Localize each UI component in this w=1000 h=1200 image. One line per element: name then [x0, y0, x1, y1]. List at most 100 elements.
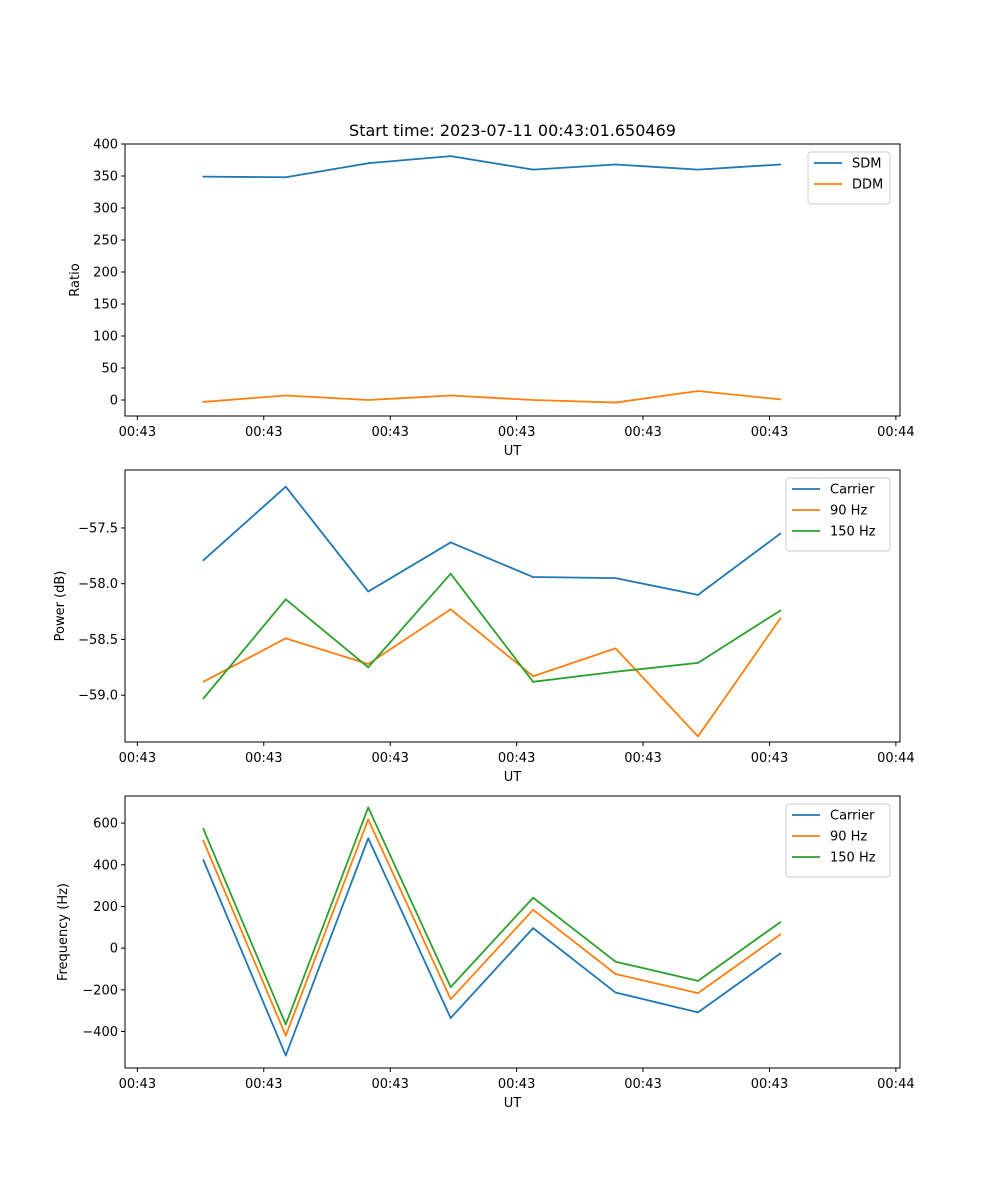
data-point-carrier	[367, 590, 370, 593]
data-point-150-hz	[779, 609, 782, 612]
x-tick-label: 00:43	[498, 425, 535, 440]
data-point-carrier	[697, 1011, 699, 1014]
data-point-90-hz	[697, 735, 699, 738]
data-point-carrier	[697, 593, 699, 596]
x-axis-label: UT	[504, 444, 522, 459]
data-point-carrier	[614, 991, 617, 994]
data-point-90-hz	[284, 637, 287, 640]
legend-label: DDM	[852, 178, 883, 193]
axes-frame	[124, 469, 901, 743]
x-tick-label: 00:43	[624, 425, 661, 440]
data-point-ddm	[367, 399, 370, 401]
x-tick-label: 00:43	[751, 425, 788, 440]
data-point-carrier	[614, 577, 617, 580]
data-point-carrier	[284, 485, 287, 488]
data-point-90-hz	[449, 608, 452, 611]
y-tick-label: 400	[93, 858, 118, 873]
data-point-150-hz	[697, 661, 699, 664]
y-tick-label: 100	[93, 330, 118, 345]
legend-label: 90 Hz	[830, 830, 867, 845]
x-tick-label: 00:43	[624, 1077, 661, 1092]
data-point-ddm	[614, 401, 617, 404]
data-point-90-hz	[202, 680, 205, 683]
y-tick-label: 0	[110, 942, 118, 957]
series-line-90-hz	[202, 608, 782, 738]
data-point-ddm	[449, 394, 452, 397]
series-line-carrier	[202, 837, 781, 1057]
data-point-ddm	[284, 394, 287, 397]
data-point-carrier	[449, 541, 452, 544]
legend-label: 90 Hz	[830, 504, 867, 519]
data-point-150-hz	[367, 806, 370, 809]
data-point-150-hz	[284, 1023, 287, 1026]
series-line-carrier	[202, 485, 781, 596]
x-tick-label: 00:43	[245, 425, 282, 440]
x-tick-label: 00:43	[624, 751, 661, 766]
y-tick-label: 200	[93, 266, 118, 281]
data-point-sdm	[367, 162, 370, 165]
data-point-carrier	[532, 576, 535, 578]
y-tick-label: −400	[82, 1025, 118, 1040]
series-line-90-hz	[202, 818, 781, 1037]
y-tick-label: 600	[93, 817, 118, 832]
axes-frame	[124, 143, 901, 417]
data-point-90-hz	[697, 992, 699, 995]
data-point-90-hz	[367, 663, 370, 665]
data-point-sdm	[532, 168, 535, 171]
legend-label: Carrier	[830, 809, 875, 824]
data-point-150-hz	[202, 827, 205, 830]
data-point-90-hz	[284, 1034, 287, 1037]
legend	[807, 151, 891, 205]
y-tick-label: 150	[93, 298, 118, 313]
data-point-150-hz	[449, 572, 452, 575]
legend-label: 150 Hz	[830, 851, 876, 866]
y-tick-label: −58.0	[78, 577, 118, 592]
data-point-carrier	[284, 1054, 287, 1057]
chart-title: Start time: 2023-07-11 00:43:01.650469	[349, 121, 676, 140]
data-point-150-hz	[614, 670, 617, 673]
x-tick-label: 00:43	[498, 751, 535, 766]
data-point-ddm	[697, 390, 699, 392]
data-point-90-hz	[779, 617, 782, 620]
subplot-power: 00:43 00:43 00:43 00:43 00:43 00:43 00:44 −59.0…	[53, 469, 915, 785]
x-tick-label: 00:43	[119, 425, 156, 440]
data-point-sdm	[284, 176, 287, 179]
legend-label: 150 Hz	[830, 525, 876, 540]
data-point-sdm	[449, 155, 452, 158]
data-point-150-hz	[614, 960, 617, 963]
legend-label: SDM	[852, 157, 881, 172]
series-line-150-hz	[202, 572, 781, 700]
y-tick-label: −57.5	[78, 521, 118, 536]
data-point-90-hz	[449, 998, 452, 1001]
data-point-ddm	[202, 401, 205, 403]
x-tick-label: 00:43	[371, 425, 408, 440]
data-point-ddm	[779, 398, 782, 401]
y-tick-label: 400	[93, 138, 118, 153]
data-point-90-hz	[202, 839, 205, 842]
series-line-150-hz	[202, 806, 781, 1026]
y-tick-label: −200	[82, 983, 118, 998]
data-point-sdm	[779, 163, 782, 166]
y-tick-label: 0	[110, 394, 118, 409]
series-line-ddm	[203, 390, 781, 404]
x-tick-label: 00:44	[877, 425, 914, 440]
subplot-frequency: 00:43 00:43 00:43 00:43 00:43 00:43 00:44 −400 −…	[56, 795, 915, 1111]
data-point-carrier	[367, 837, 370, 840]
data-point-carrier	[779, 532, 782, 535]
data-point-150-hz	[202, 697, 205, 700]
data-point-sdm	[697, 168, 699, 171]
data-point-90-hz	[779, 933, 782, 936]
series-line-sdm	[203, 155, 781, 179]
data-point-150-hz	[779, 921, 782, 923]
data-point-90-hz	[532, 675, 535, 678]
x-tick-label: 00:43	[245, 751, 282, 766]
x-tick-label: 00:43	[119, 751, 156, 766]
y-tick-label: 250	[93, 234, 118, 249]
data-point-carrier	[202, 859, 205, 861]
axes-frame	[124, 795, 901, 1069]
x-tick-label: 00:44	[877, 1077, 914, 1092]
y-tick-label: 300	[93, 202, 118, 217]
x-tick-label: 00:43	[751, 751, 788, 766]
x-tick-label: 00:44	[877, 751, 914, 766]
